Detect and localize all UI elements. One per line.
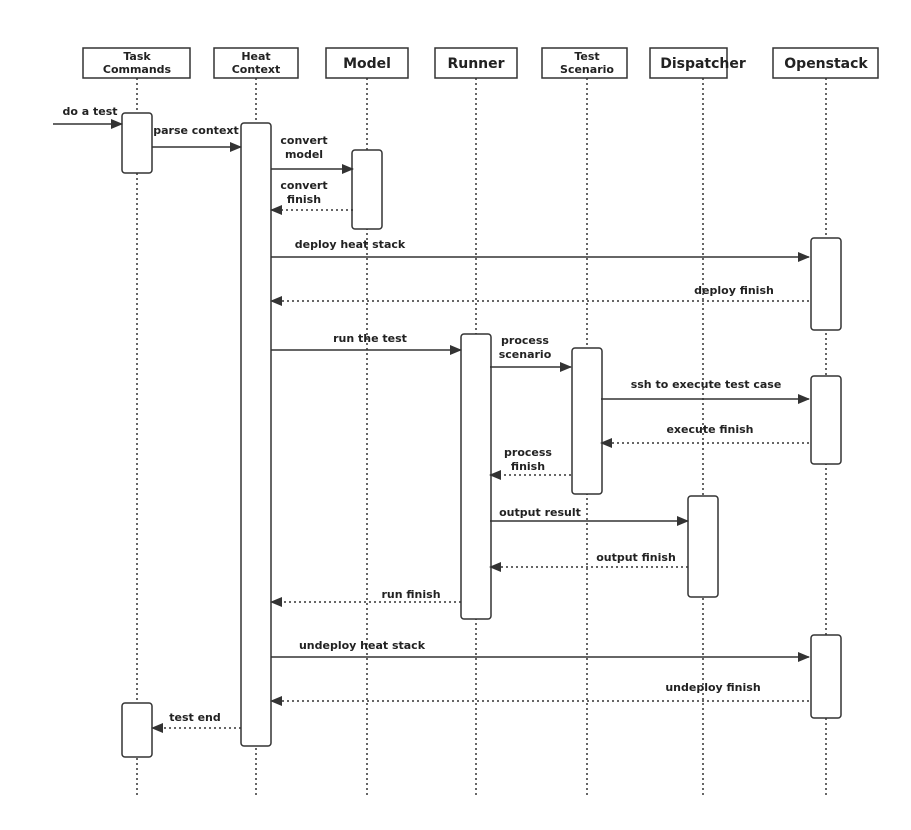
message-test-end: test end (151, 711, 241, 733)
message-undeploy-finish: undeploy finish (270, 681, 809, 706)
participant-label: Openstack (784, 56, 868, 72)
participant-label: Commands (103, 63, 172, 76)
message-label: run the test (333, 332, 407, 345)
participant-box (541, 47, 628, 79)
message-label: do a test (62, 105, 117, 118)
participant-label: Test (574, 50, 599, 63)
participant-openstack[interactable]: Openstack (772, 47, 879, 79)
participant-label: Dispatcher (660, 56, 746, 72)
participant-label: Context (232, 63, 281, 76)
message-label: ssh to execute test case (631, 378, 782, 391)
participant-label: Task (123, 50, 151, 63)
participant-label: Runner (447, 56, 504, 72)
message-do-a-test: do a test (53, 105, 123, 129)
message-label: finish (511, 460, 545, 473)
message-label: output finish (596, 551, 676, 564)
message-run-finish: run finish (270, 588, 461, 607)
message-deploy-heat-stack: deploy heat stack (271, 238, 810, 262)
message-label: deploy finish (694, 284, 774, 297)
participant-label: Scenario (560, 63, 614, 76)
message-label: model (285, 148, 323, 161)
message-label: undeploy finish (665, 681, 760, 694)
participant-box (213, 47, 299, 79)
dispatcher-activation-bar (687, 495, 719, 598)
openstack-activation-bar (810, 375, 842, 465)
participant-runner[interactable]: Runner (434, 47, 518, 79)
participant-box (434, 47, 518, 79)
message-run-the-test: run the test (271, 332, 462, 355)
message-output-result: output result (490, 506, 689, 526)
message-execute-finish: execute finish (600, 423, 809, 448)
message-label: output result (499, 506, 581, 519)
model-activation-bar (351, 149, 383, 230)
message-ssh-to-execute-test-case: ssh to execute test case (601, 378, 810, 404)
openstack-activation-bar (810, 634, 842, 719)
participant-label: Heat (241, 50, 270, 63)
message-label: scenario (499, 348, 552, 361)
test-scenario-activation-bar (571, 347, 603, 495)
message-label: process (501, 334, 549, 347)
task-commands-activation-bar (121, 112, 153, 174)
message-deploy-finish: deploy finish (270, 284, 809, 306)
participant-label: Model (343, 56, 391, 72)
participant-dispatcher[interactable]: Dispatcher (649, 47, 746, 79)
message-label: parse context (153, 124, 239, 137)
participant-box (82, 47, 191, 79)
task-commands-activation-bar (121, 702, 153, 758)
message-label: execute finish (666, 423, 753, 436)
runner-activation-bar (460, 333, 492, 620)
participant-model[interactable]: Model (325, 47, 409, 79)
message-label: finish (287, 193, 321, 206)
participant-box (772, 47, 879, 79)
participant-box (649, 47, 728, 79)
participant-box (325, 47, 409, 79)
heat-context-activation-bar (240, 122, 272, 747)
message-label: run finish (381, 588, 440, 601)
message-label: deploy heat stack (295, 238, 406, 251)
message-label: undeploy heat stack (299, 639, 426, 652)
message-label: convert (280, 179, 327, 192)
message-undeploy-heat-stack: undeploy heat stack (271, 639, 810, 662)
message-label: convert (280, 134, 327, 147)
message-label: process (504, 446, 552, 459)
message-label: test end (169, 711, 221, 724)
message-output-finish: output finish (489, 551, 688, 572)
openstack-activation-bar (810, 237, 842, 331)
message-parse-context: parse context (152, 124, 242, 152)
